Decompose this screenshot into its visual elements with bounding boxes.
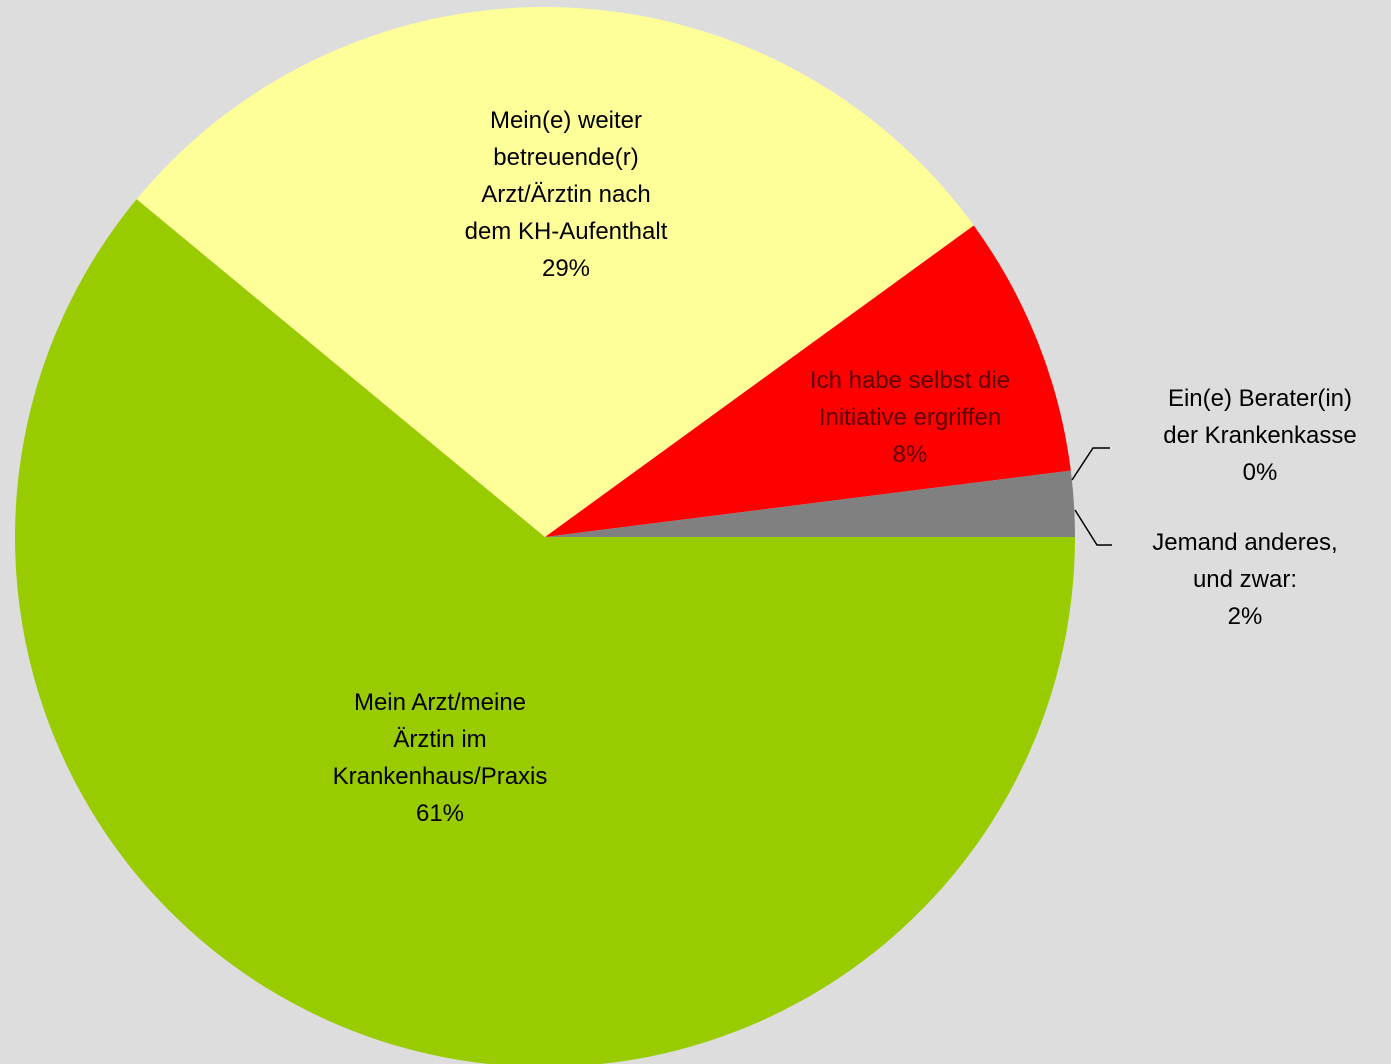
slice-label: Mein(e) weiter betreuende(r) Arzt/Ärztin… <box>465 102 668 287</box>
pie-slice <box>545 225 1071 537</box>
value-label: 29% <box>541 255 591 282</box>
category-label: Jemand anderes, und zwar: <box>1152 529 1338 593</box>
value-label: 61% <box>415 800 465 827</box>
value-label: 8% <box>892 441 928 468</box>
pie-slice <box>136 6 974 537</box>
slice-label: Ein(e) Berater(in) der Krankenkasse 0% <box>1163 380 1356 491</box>
value-label: 2% <box>1227 603 1263 630</box>
value-label: 0% <box>1242 459 1278 486</box>
category-label: Mein(e) weiter betreuende(r) Arzt/Ärztin… <box>464 107 668 245</box>
leader-line <box>1074 509 1112 546</box>
slice-label: Ich habe selbst die Initiative ergriffen… <box>810 362 1010 473</box>
pie-slice <box>15 199 1075 1064</box>
pie-slice <box>545 470 1075 537</box>
category-label: Ein(e) Berater(in) der Krankenkasse <box>1163 385 1357 449</box>
category-label: Ich habe selbst die Initiative ergriffen <box>809 367 1011 431</box>
slice-label: Mein Arzt/meine Ärztin im Krankenhaus/Pr… <box>333 684 548 832</box>
leader-line <box>1071 447 1110 481</box>
slice-label: Jemand anderes, und zwar: 2% <box>1152 524 1337 635</box>
category-label: Mein Arzt/meine Ärztin im Krankenhaus/Pr… <box>332 689 548 790</box>
